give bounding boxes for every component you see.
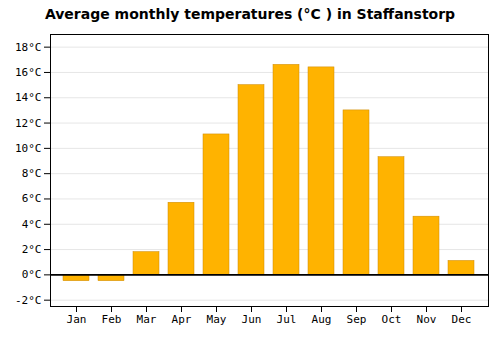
svg-text:-2°C: -2°C [15, 294, 42, 307]
svg-text:Jan: Jan [67, 313, 87, 326]
svg-text:18°C: 18°C [15, 41, 42, 54]
svg-text:8°C: 8°C [22, 167, 42, 180]
svg-text:Oct: Oct [382, 313, 402, 326]
svg-text:Mar: Mar [137, 313, 157, 326]
svg-text:Nov: Nov [417, 313, 437, 326]
svg-text:Apr: Apr [172, 313, 192, 326]
svg-text:2°C: 2°C [22, 243, 42, 256]
svg-text:Jul: Jul [277, 313, 297, 326]
svg-text:14°C: 14°C [15, 91, 42, 104]
svg-text:12°C: 12°C [15, 117, 42, 130]
svg-text:May: May [207, 313, 227, 326]
svg-text:Dec: Dec [452, 313, 472, 326]
svg-text:0°C: 0°C [22, 268, 42, 281]
svg-text:Sep: Sep [347, 313, 367, 326]
svg-text:10°C: 10°C [15, 142, 42, 155]
svg-text:4°C: 4°C [22, 218, 42, 231]
svg-text:16°C: 16°C [15, 66, 42, 79]
svg-text:Aug: Aug [312, 313, 332, 326]
html-text:Average monthly temperatures (: Average monthly temperatures (°C ) in St… [44, 6, 456, 22]
svg-text:Jun: Jun [242, 313, 262, 326]
svg-text:6°C: 6°C [22, 192, 42, 205]
svg-text:Feb: Feb [102, 313, 122, 326]
